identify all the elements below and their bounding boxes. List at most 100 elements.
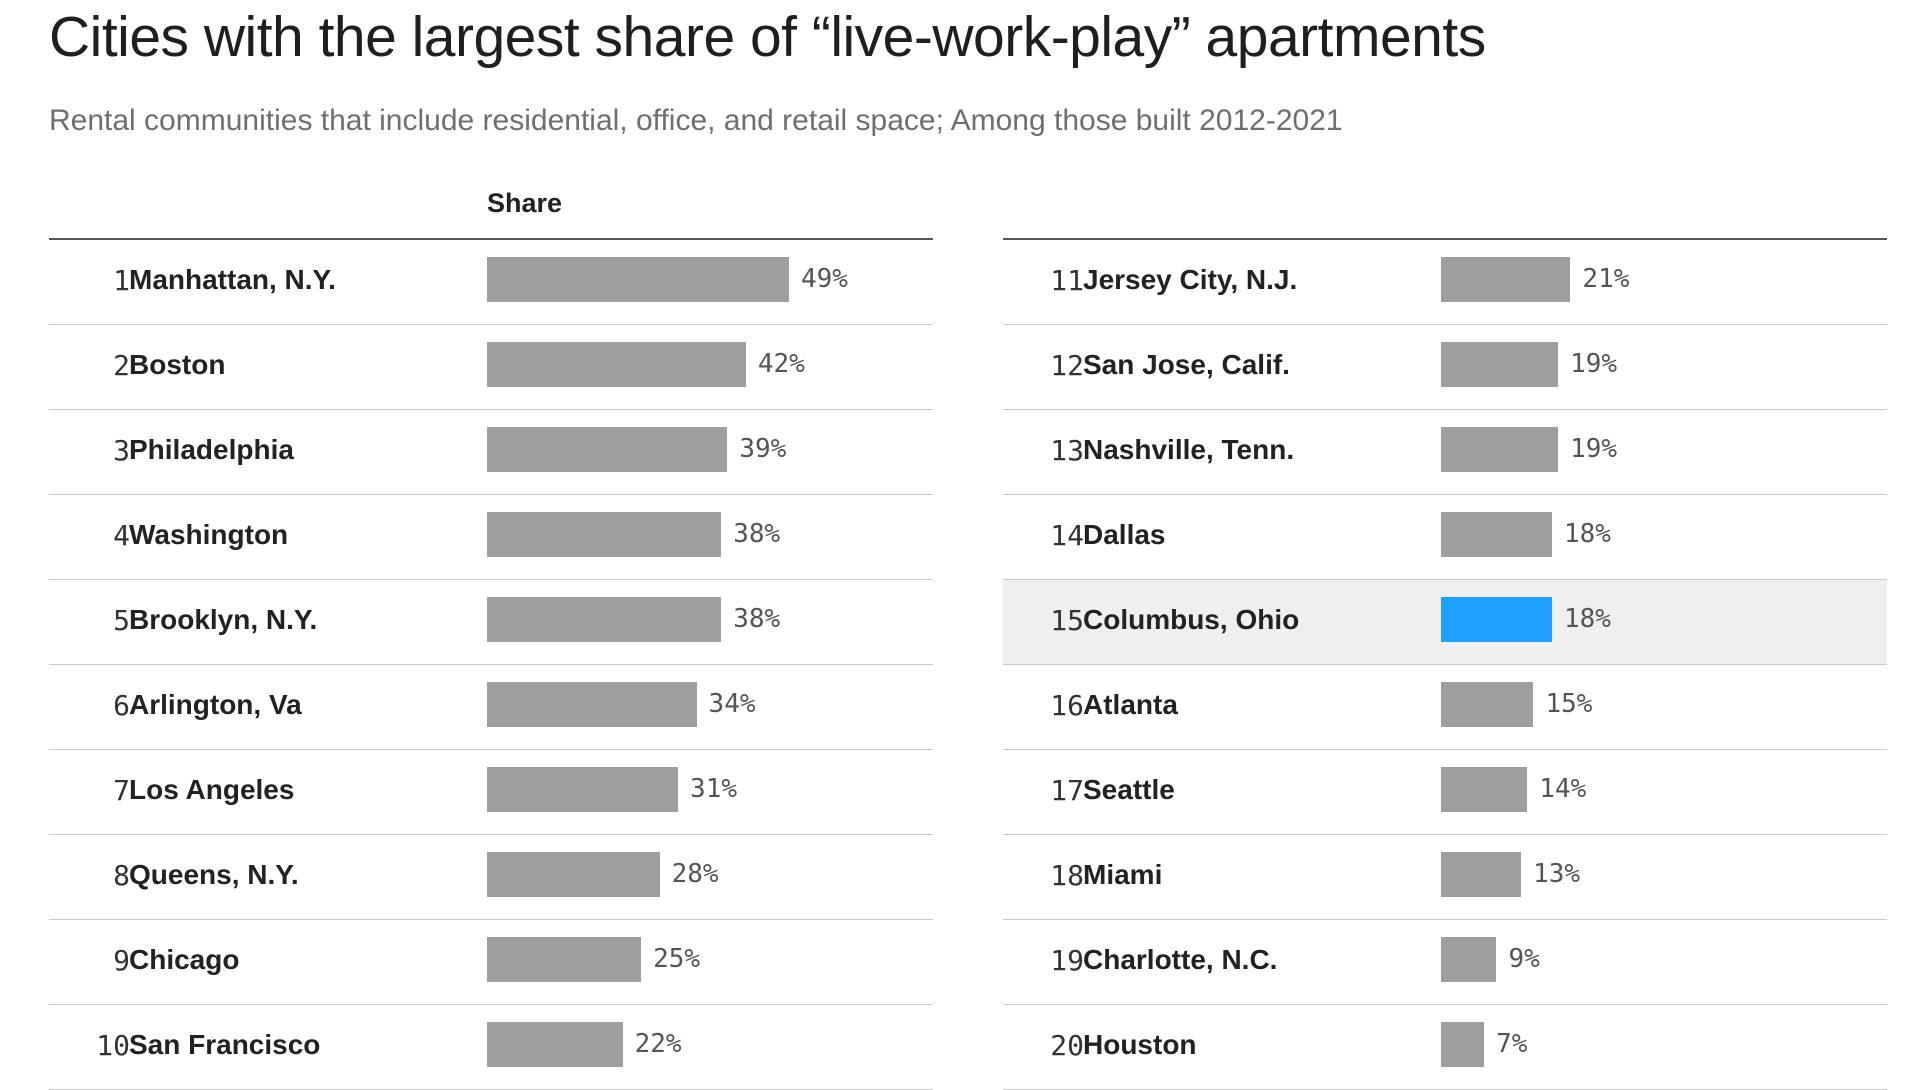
bar [1441, 512, 1552, 557]
rank-label: 4 [113, 519, 130, 552]
city-label: Miami [1083, 859, 1163, 890]
value-label: 39% [739, 434, 787, 464]
value-label: 13% [1533, 859, 1581, 889]
bar [1441, 342, 1559, 387]
table-row: 17 Seattle 14% [1003, 750, 1887, 835]
value-label: 14% [1539, 774, 1587, 804]
table-row: 14 Dallas 18% [1003, 495, 1887, 580]
rank-label: 14 [1050, 519, 1084, 552]
value-label: 19% [1570, 434, 1618, 464]
city-label: Atlanta [1083, 689, 1178, 720]
table-row: 16 Atlanta 15% [1003, 665, 1887, 750]
table-row: 9 Chicago 25% [49, 920, 933, 1005]
city-label: Chicago [129, 944, 240, 975]
rank-label: 5 [113, 604, 130, 637]
right-table-rows: 11 Jersey City, N.J. 21% 12 San Jose, Calif.… [1003, 240, 1887, 1090]
bar [487, 1022, 623, 1067]
table-row: 15 Columbus, Ohio 18% [1003, 580, 1887, 665]
city-label: San Jose, Calif. [1083, 349, 1290, 380]
bar [1441, 682, 1534, 727]
bar [1441, 427, 1559, 472]
bar [1441, 852, 1522, 897]
table-row: 12 San Jose, Calif. 19% [1003, 325, 1887, 410]
value-label: 22% [634, 1029, 682, 1059]
value-label: 25% [653, 944, 701, 974]
table-row: 7 Los Angeles 31% [49, 750, 933, 835]
value-label: 15% [1545, 689, 1593, 719]
rank-label: 8 [113, 859, 130, 892]
table-row: 10 San Francisco 22% [49, 1005, 933, 1090]
table-row: 19 Charlotte, N.C. 9% [1003, 920, 1887, 1005]
rank-label: 19 [1050, 944, 1084, 977]
value-label: 38% [733, 604, 781, 634]
city-label: Dallas [1083, 519, 1166, 550]
city-label: Charlotte, N.C. [1083, 944, 1278, 975]
left-table-rows: 1 Manhattan, N.Y. 49% 2 Boston 42% 3 Philadelph… [49, 240, 933, 1090]
rank-label: 2 [113, 349, 130, 382]
value-label: 18% [1563, 604, 1611, 634]
rank-label: 10 [96, 1029, 130, 1062]
value-label: 9% [1508, 944, 1540, 974]
value-label: 19% [1570, 349, 1618, 379]
city-label: Arlington, Va [129, 689, 302, 720]
rank-label: 18 [1050, 859, 1084, 892]
rank-label: 3 [113, 434, 130, 467]
bar [1441, 1022, 1485, 1067]
table-row: 18 Miami 13% [1003, 835, 1887, 920]
bar [487, 682, 697, 727]
rank-label: 9 [113, 944, 130, 977]
rank-label: 16 [1050, 689, 1084, 722]
table-row: 6 Arlington, Va 34% [49, 665, 933, 750]
bar [487, 597, 722, 642]
left-table-header: Share [49, 178, 933, 240]
table-row: 5 Brooklyn, N.Y. 38% [49, 580, 933, 665]
table-row: 11 Jersey City, N.J. 21% [1003, 240, 1887, 325]
bar [487, 257, 789, 302]
city-label: Manhattan, N.Y. [129, 264, 336, 295]
value-label: 28% [671, 859, 719, 889]
right-table-header [1003, 178, 1887, 240]
rank-label: 1 [113, 264, 130, 297]
right-table: 11 Jersey City, N.J. 21% 12 San Jose, Calif.… [1003, 178, 1887, 1090]
city-label: Philadelphia [129, 434, 294, 465]
city-label: Brooklyn, N.Y. [129, 604, 318, 635]
bar [487, 512, 722, 557]
table-row: 4 Washington 38% [49, 495, 933, 580]
city-label: Houston [1083, 1029, 1197, 1060]
table-row: 1 Manhattan, N.Y. 49% [49, 240, 933, 325]
rank-label: 11 [1050, 264, 1084, 297]
rank-label: 17 [1050, 774, 1084, 807]
bar [1441, 257, 1571, 302]
left-table: Share 1 Manhattan, N.Y. 49% 2 Boston 42% 3 Phil… [49, 178, 933, 1090]
table-row: 8 Queens, N.Y. 28% [49, 835, 933, 920]
city-label: Nashville, Tenn. [1083, 434, 1295, 465]
bar [487, 342, 746, 387]
rank-label: 15 [1050, 604, 1084, 637]
value-label: 49% [801, 264, 848, 294]
chart-subtitle: Rental communities that include resident… [49, 104, 1343, 137]
rank-label: 7 [113, 774, 130, 807]
city-label: Seattle [1083, 774, 1175, 805]
value-label: 38% [733, 519, 781, 549]
share-column-header: Share [487, 188, 563, 218]
city-label: Columbus, Ohio [1083, 604, 1300, 635]
value-label: 21% [1582, 264, 1630, 294]
rank-label: 20 [1050, 1029, 1084, 1062]
city-label: Jersey City, N.J. [1083, 264, 1298, 295]
city-label: Washington [129, 519, 289, 550]
rank-label: 6 [113, 689, 130, 722]
value-label: 18% [1563, 519, 1611, 549]
value-label: 42% [757, 349, 805, 379]
bar [487, 937, 642, 982]
bar [1441, 937, 1497, 982]
value-label: 34% [708, 689, 756, 719]
table-row: 13 Nashville, Tenn. 19% [1003, 410, 1887, 495]
bar [487, 767, 679, 812]
city-label: San Francisco [129, 1029, 321, 1060]
bar [1441, 767, 1528, 812]
rank-label: 12 [1050, 349, 1084, 382]
table-row: 2 Boston 42% [49, 325, 933, 410]
city-label: Queens, N.Y. [129, 859, 299, 890]
table-row: 3 Philadelphia 39% [49, 410, 933, 495]
table-row: 20 Houston 7% [1003, 1005, 1887, 1090]
